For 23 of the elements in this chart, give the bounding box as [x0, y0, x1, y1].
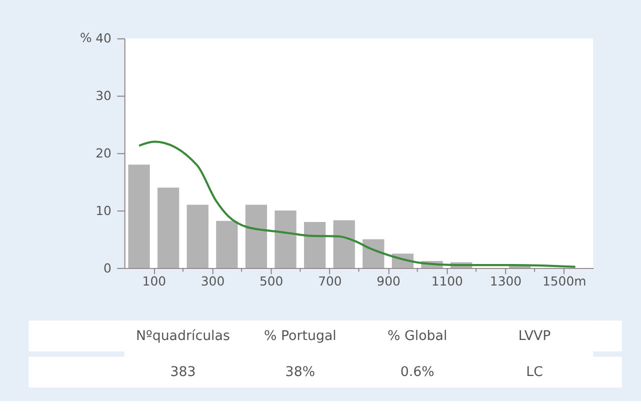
- x-tick-label: 1300: [490, 274, 522, 289]
- text: 38%: [285, 364, 316, 380]
- y-tick-label: 20: [96, 145, 112, 160]
- line-series: [138, 140, 576, 268]
- x-tick-label: 1500m: [542, 274, 586, 289]
- y-tick-label: 0: [104, 260, 112, 276]
- y-tick-label: 40: [96, 30, 112, 46]
- y-tick-label: 10: [96, 202, 112, 218]
- x-tick-label: 300: [200, 274, 225, 289]
- x-tick-label: 1100: [431, 274, 464, 289]
- text: Nºquadrículas: [136, 328, 230, 344]
- x-tick-label: 900: [376, 274, 400, 289]
- text: 383: [170, 364, 196, 380]
- x-tick-label: 500: [259, 274, 284, 289]
- x-tick-label: 100: [142, 274, 166, 289]
- text: LC: [526, 364, 543, 380]
- y-axis-title: %: [80, 30, 92, 46]
- text: 0.6%: [400, 364, 434, 380]
- text: % Portugal: [264, 328, 336, 344]
- x-tick-label: 700: [318, 274, 342, 289]
- y-tick-label: 30: [96, 88, 112, 104]
- text: % Global: [388, 328, 448, 344]
- text: LVVP: [518, 328, 551, 344]
